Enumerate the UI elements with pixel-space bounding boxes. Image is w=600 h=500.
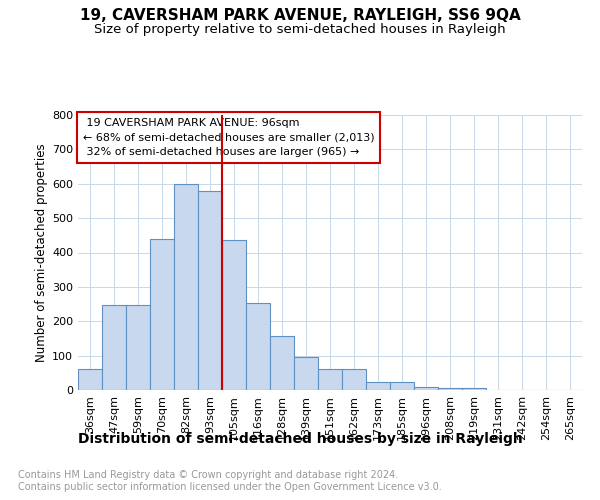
Bar — [342, 370, 366, 390]
Bar — [366, 382, 390, 390]
Bar — [174, 184, 198, 390]
Text: 19 CAVERSHAM PARK AVENUE: 96sqm 
← 68% of semi-detached houses are smaller (2,01: 19 CAVERSHAM PARK AVENUE: 96sqm ← 68% of… — [83, 118, 374, 158]
Bar — [270, 336, 294, 390]
Bar — [198, 192, 222, 390]
Bar — [294, 356, 318, 390]
Text: Size of property relative to semi-detached houses in Rayleigh: Size of property relative to semi-detach… — [94, 22, 506, 36]
Bar — [78, 370, 102, 390]
Bar — [390, 382, 414, 390]
Bar — [126, 304, 150, 390]
Text: 19, CAVERSHAM PARK AVENUE, RAYLEIGH, SS6 9QA: 19, CAVERSHAM PARK AVENUE, RAYLEIGH, SS6… — [80, 8, 520, 22]
Bar — [222, 240, 246, 390]
Text: Contains HM Land Registry data © Crown copyright and database right 2024.
Contai: Contains HM Land Registry data © Crown c… — [18, 470, 442, 492]
Bar — [414, 386, 438, 390]
Bar — [318, 370, 342, 390]
Text: Distribution of semi-detached houses by size in Rayleigh: Distribution of semi-detached houses by … — [77, 432, 523, 446]
Bar — [462, 388, 486, 390]
Bar — [438, 388, 462, 390]
Bar — [102, 304, 126, 390]
Bar — [150, 239, 174, 390]
Bar — [246, 303, 270, 390]
Y-axis label: Number of semi-detached properties: Number of semi-detached properties — [35, 143, 48, 362]
